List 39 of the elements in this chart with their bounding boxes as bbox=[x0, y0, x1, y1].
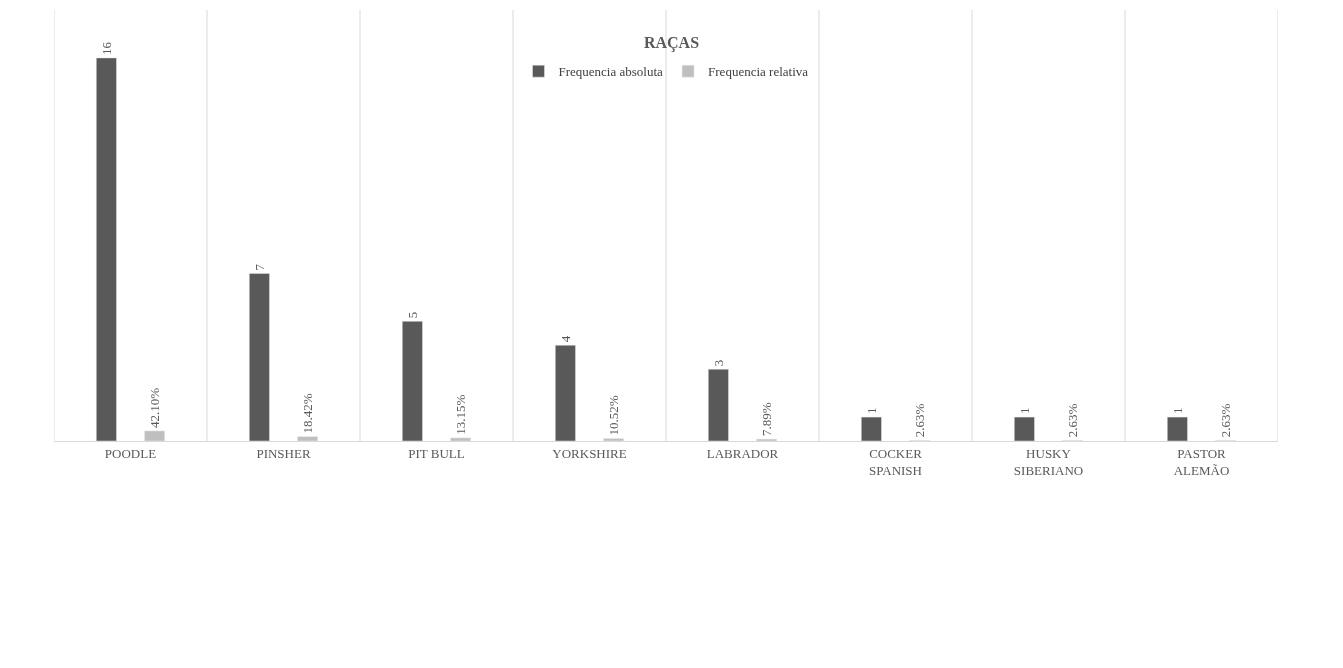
data-label: 16 bbox=[98, 41, 114, 55]
bar bbox=[555, 344, 576, 441]
data-label: 42.10% bbox=[147, 387, 163, 428]
data-label: 7 bbox=[251, 263, 267, 271]
bar bbox=[249, 273, 270, 441]
data-label: 2.63% bbox=[912, 403, 928, 438]
legend-label: Frequencia absoluta bbox=[558, 64, 664, 80]
x-tick-label: PASTOR ALEMÃO bbox=[1173, 445, 1230, 478]
x-tick-label: HUSKY SIBERIANO bbox=[1013, 445, 1084, 478]
data-label: 13.15% bbox=[453, 394, 469, 435]
data-label: 10.52% bbox=[606, 395, 622, 436]
x-tick-label: POODLE bbox=[104, 445, 157, 461]
x-tick-label: PINSHER bbox=[256, 445, 311, 461]
x-tick-label: PIT BULL bbox=[408, 445, 465, 461]
bar bbox=[1014, 416, 1035, 441]
bar bbox=[297, 436, 318, 441]
bar bbox=[708, 368, 729, 441]
bar bbox=[144, 430, 165, 441]
data-label: 18.42% bbox=[300, 393, 316, 434]
x-tick-label: COCKER SPANISH bbox=[869, 445, 923, 478]
bar bbox=[402, 321, 423, 441]
bar bbox=[603, 438, 624, 441]
text: RAÇAS bbox=[643, 33, 700, 52]
bar bbox=[861, 416, 882, 441]
data-label: 2.63% bbox=[1218, 403, 1234, 438]
data-label: 1 bbox=[1169, 407, 1185, 415]
data-label: 2.63% bbox=[1065, 403, 1081, 438]
data-label: 4 bbox=[557, 335, 573, 343]
bar bbox=[450, 437, 471, 441]
x-tick-label: YORKSHIRE bbox=[552, 445, 627, 461]
data-label: 7.89% bbox=[759, 402, 775, 437]
legend-label: Frequencia relativa bbox=[708, 64, 809, 80]
data-label: 1 bbox=[1016, 407, 1032, 415]
bar bbox=[96, 57, 117, 441]
bar bbox=[1167, 416, 1188, 441]
x-tick-label: LABRADOR bbox=[706, 445, 779, 461]
data-label: 5 bbox=[404, 311, 420, 319]
data-label: 1 bbox=[863, 407, 879, 415]
data-label: 3 bbox=[710, 359, 726, 367]
